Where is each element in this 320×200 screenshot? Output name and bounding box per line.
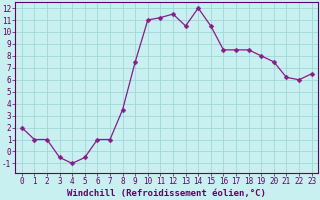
X-axis label: Windchill (Refroidissement éolien,°C): Windchill (Refroidissement éolien,°C) xyxy=(67,189,266,198)
